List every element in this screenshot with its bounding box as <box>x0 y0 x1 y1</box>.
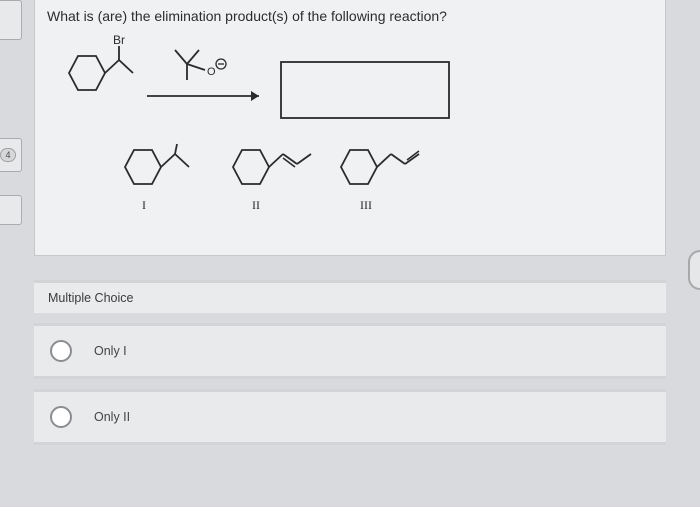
question-panel: What is (are) the elimination product(s)… <box>34 0 666 256</box>
option-text: Only I <box>94 344 127 358</box>
option-label-3: III <box>360 198 372 213</box>
page-nav-rail: 4 <box>0 0 28 507</box>
option-row[interactable]: Only II <box>34 389 666 445</box>
chemistry-diagram: Br O <box>47 30 653 230</box>
option-label-2: II <box>252 198 260 213</box>
option-label-1: I <box>142 198 146 213</box>
question-text: What is (are) the elimination product(s)… <box>47 8 653 24</box>
radio-icon[interactable] <box>50 340 72 362</box>
reaction-svg: Br O <box>47 30 667 240</box>
br-label: Br <box>113 33 125 47</box>
mc-header: Multiple Choice <box>34 280 666 313</box>
radio-icon[interactable] <box>50 406 72 428</box>
nav-prev-button[interactable] <box>0 0 22 40</box>
nav-question-number: 4 <box>0 148 16 162</box>
scroll-indicator[interactable] <box>688 250 700 290</box>
svg-text:O: O <box>207 66 216 78</box>
nav-next-button[interactable] <box>0 195 22 225</box>
option-text: Only II <box>94 410 130 424</box>
answers-panel: Multiple Choice Only I Only II <box>34 280 666 445</box>
option-row[interactable]: Only I <box>34 323 666 379</box>
